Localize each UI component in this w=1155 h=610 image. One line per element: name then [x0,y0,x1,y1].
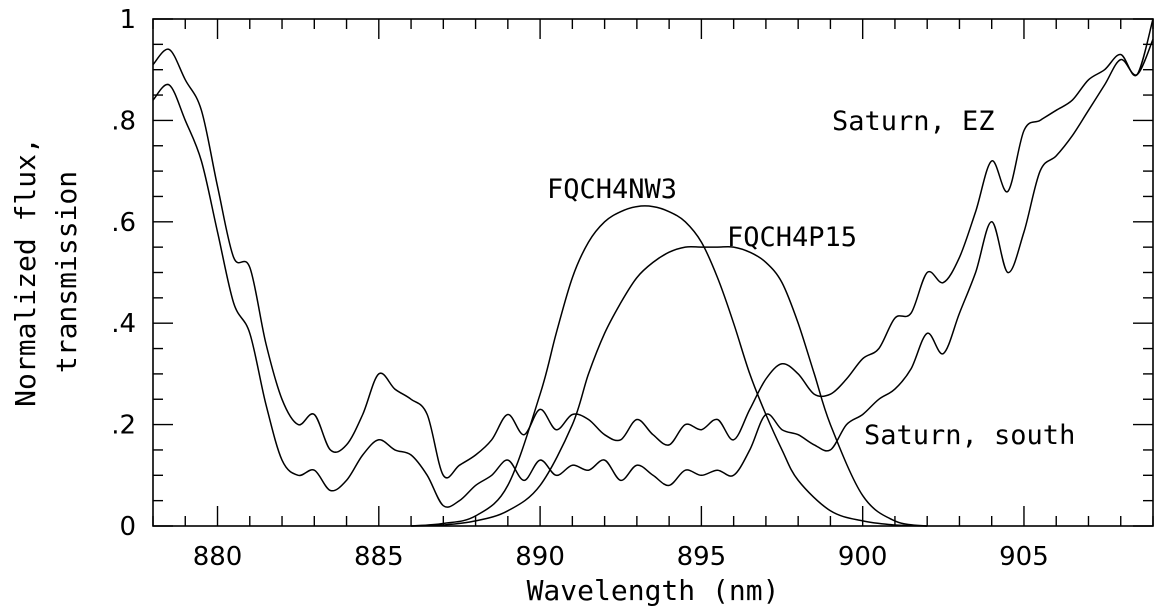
y-tick-label: 1 [119,5,136,35]
y-tick-label: 0 [119,512,136,542]
x-tick-label: 900 [838,542,888,572]
x-tick-label: 895 [677,542,727,572]
label-saturn-south: Saturn, south [864,420,1075,451]
y-axis-title-line1: Normalized flux, [9,137,42,407]
label-fqch4nw3: FQCH4NW3 [547,174,677,205]
tick-labels: 880 885 890 895 900 905 0 .2 .4 .6 .8 1 [111,5,1049,572]
y-tick-label: .8 [111,106,136,136]
y-tick-label: .4 [111,309,136,339]
label-saturn-ez: Saturn, EZ [832,106,995,137]
y-axis-title-line2: transmission [50,171,83,373]
x-tick-label: 880 [193,542,243,572]
x-tick-label: 885 [354,542,404,572]
x-axis-title: Wavelength (nm) [527,574,780,607]
axis-ticks [152,18,1154,527]
x-tick-label: 890 [515,542,565,572]
y-tick-label: .2 [111,411,136,441]
y-tick-label: .6 [111,208,136,238]
series-line-saturn-ez [152,18,1154,479]
series-group [152,18,1154,527]
series-line-fqch4nw3 [411,205,928,527]
x-tick-label: 905 [999,542,1049,572]
label-fqch4p15: FQCH4P15 [727,222,857,253]
series-line-saturn-south [152,38,1154,508]
series-line-fqch4p15 [411,245,928,527]
